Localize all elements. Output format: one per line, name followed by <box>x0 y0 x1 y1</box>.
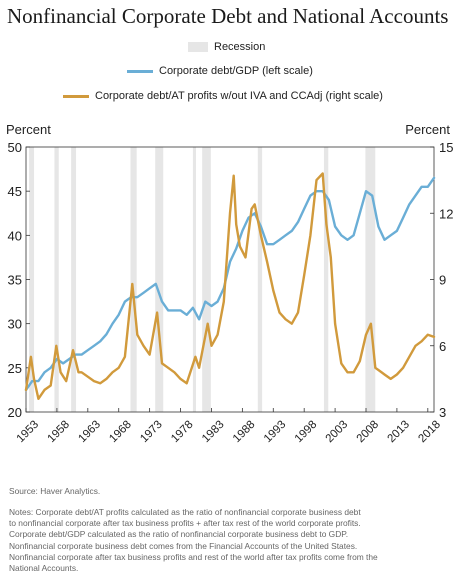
left-axis-tick-label: 20 <box>8 405 22 420</box>
recession-band <box>192 147 196 412</box>
right-axis-tick-label: 12 <box>439 206 453 221</box>
x-axis-tick-label: 1953 <box>15 419 42 446</box>
right-axis-tick-label: 6 <box>439 339 446 354</box>
recession-band <box>257 147 263 412</box>
recession-band <box>54 147 59 412</box>
recession-swatch <box>188 42 208 52</box>
legend-label-debt-profits: Corporate debt/AT profits w/out IVA and … <box>95 90 383 102</box>
x-axis-tick-label: 2003 <box>324 419 351 446</box>
right-axis-tick-label: 15 <box>439 140 453 155</box>
recession-band <box>29 147 35 412</box>
x-axis-tick-label: 2018 <box>416 419 443 446</box>
debt-profits-swatch <box>63 94 89 98</box>
legend-label-debt-gdp: Corporate debt/GDP (left scale) <box>159 65 313 77</box>
series-line-debt-gdp <box>24 176 436 392</box>
recession-band <box>202 147 211 412</box>
right-axis-tick-label: 9 <box>439 273 446 288</box>
x-axis-tick-label: 1983 <box>200 419 227 446</box>
x-axis-tick-label: 2013 <box>385 419 412 446</box>
left-axis-title: Percent <box>6 122 51 137</box>
legend-item-debt-gdp: Corporate debt/GDP (left scale) <box>127 65 313 77</box>
notes-line: Corporate debt/GDP calculated as the rat… <box>9 529 349 540</box>
series-line-debt-profits <box>24 172 436 400</box>
legend-item-debt-profits: Corporate debt/AT profits w/out IVA and … <box>63 90 383 102</box>
notes-line: National Accounts. <box>9 563 79 574</box>
debt-gdp-swatch <box>127 69 153 73</box>
left-axis-tick-label: 35 <box>8 273 22 288</box>
x-axis-tick-label: 1988 <box>231 419 258 446</box>
recession-band <box>155 147 164 412</box>
left-axis-tick-label: 40 <box>8 228 22 243</box>
x-axis-tick-label: 1973 <box>138 419 165 446</box>
recession-band <box>130 147 137 412</box>
left-axis-tick-label: 45 <box>8 184 22 199</box>
left-axis-tick-label: 30 <box>8 317 22 332</box>
x-axis-tick-label: 1963 <box>76 419 103 446</box>
recession-band <box>365 147 376 412</box>
x-axis-tick-label: 1998 <box>293 419 320 446</box>
x-axis-tick-label: 1993 <box>262 419 289 446</box>
legend-item-recession: Recession <box>188 41 265 53</box>
x-axis-tick-label: 2008 <box>355 419 382 446</box>
recession-band <box>323 147 329 412</box>
x-axis-tick-label: 1978 <box>169 419 196 446</box>
x-axis-tick-label: 1958 <box>45 419 72 446</box>
x-axis-tick-label: 1968 <box>107 419 134 446</box>
legend-label-recession: Recession <box>214 41 266 53</box>
right-axis-title: Percent <box>405 122 450 137</box>
right-axis-tick-label: 3 <box>439 405 446 420</box>
chart-title: Nonfinancial Corporate Debt and National… <box>7 4 449 28</box>
notes-line: Nonfinancial corporate after tax busines… <box>9 551 378 562</box>
notes-line: to nonfinancial corporate after tax busi… <box>9 518 361 529</box>
notes-block: Notes: Corporate debt/AT profits calcula… <box>9 507 378 574</box>
notes-line: Notes: Corporate debt/AT profits calcula… <box>9 507 361 517</box>
notes-line: Nonfinancial corporate business debt com… <box>9 540 358 551</box>
left-axis-tick-label: 25 <box>8 361 22 376</box>
source-note: Source: Haver Analytics. <box>9 486 101 496</box>
left-axis-tick-label: 50 <box>8 140 22 155</box>
recession-band <box>71 147 77 412</box>
